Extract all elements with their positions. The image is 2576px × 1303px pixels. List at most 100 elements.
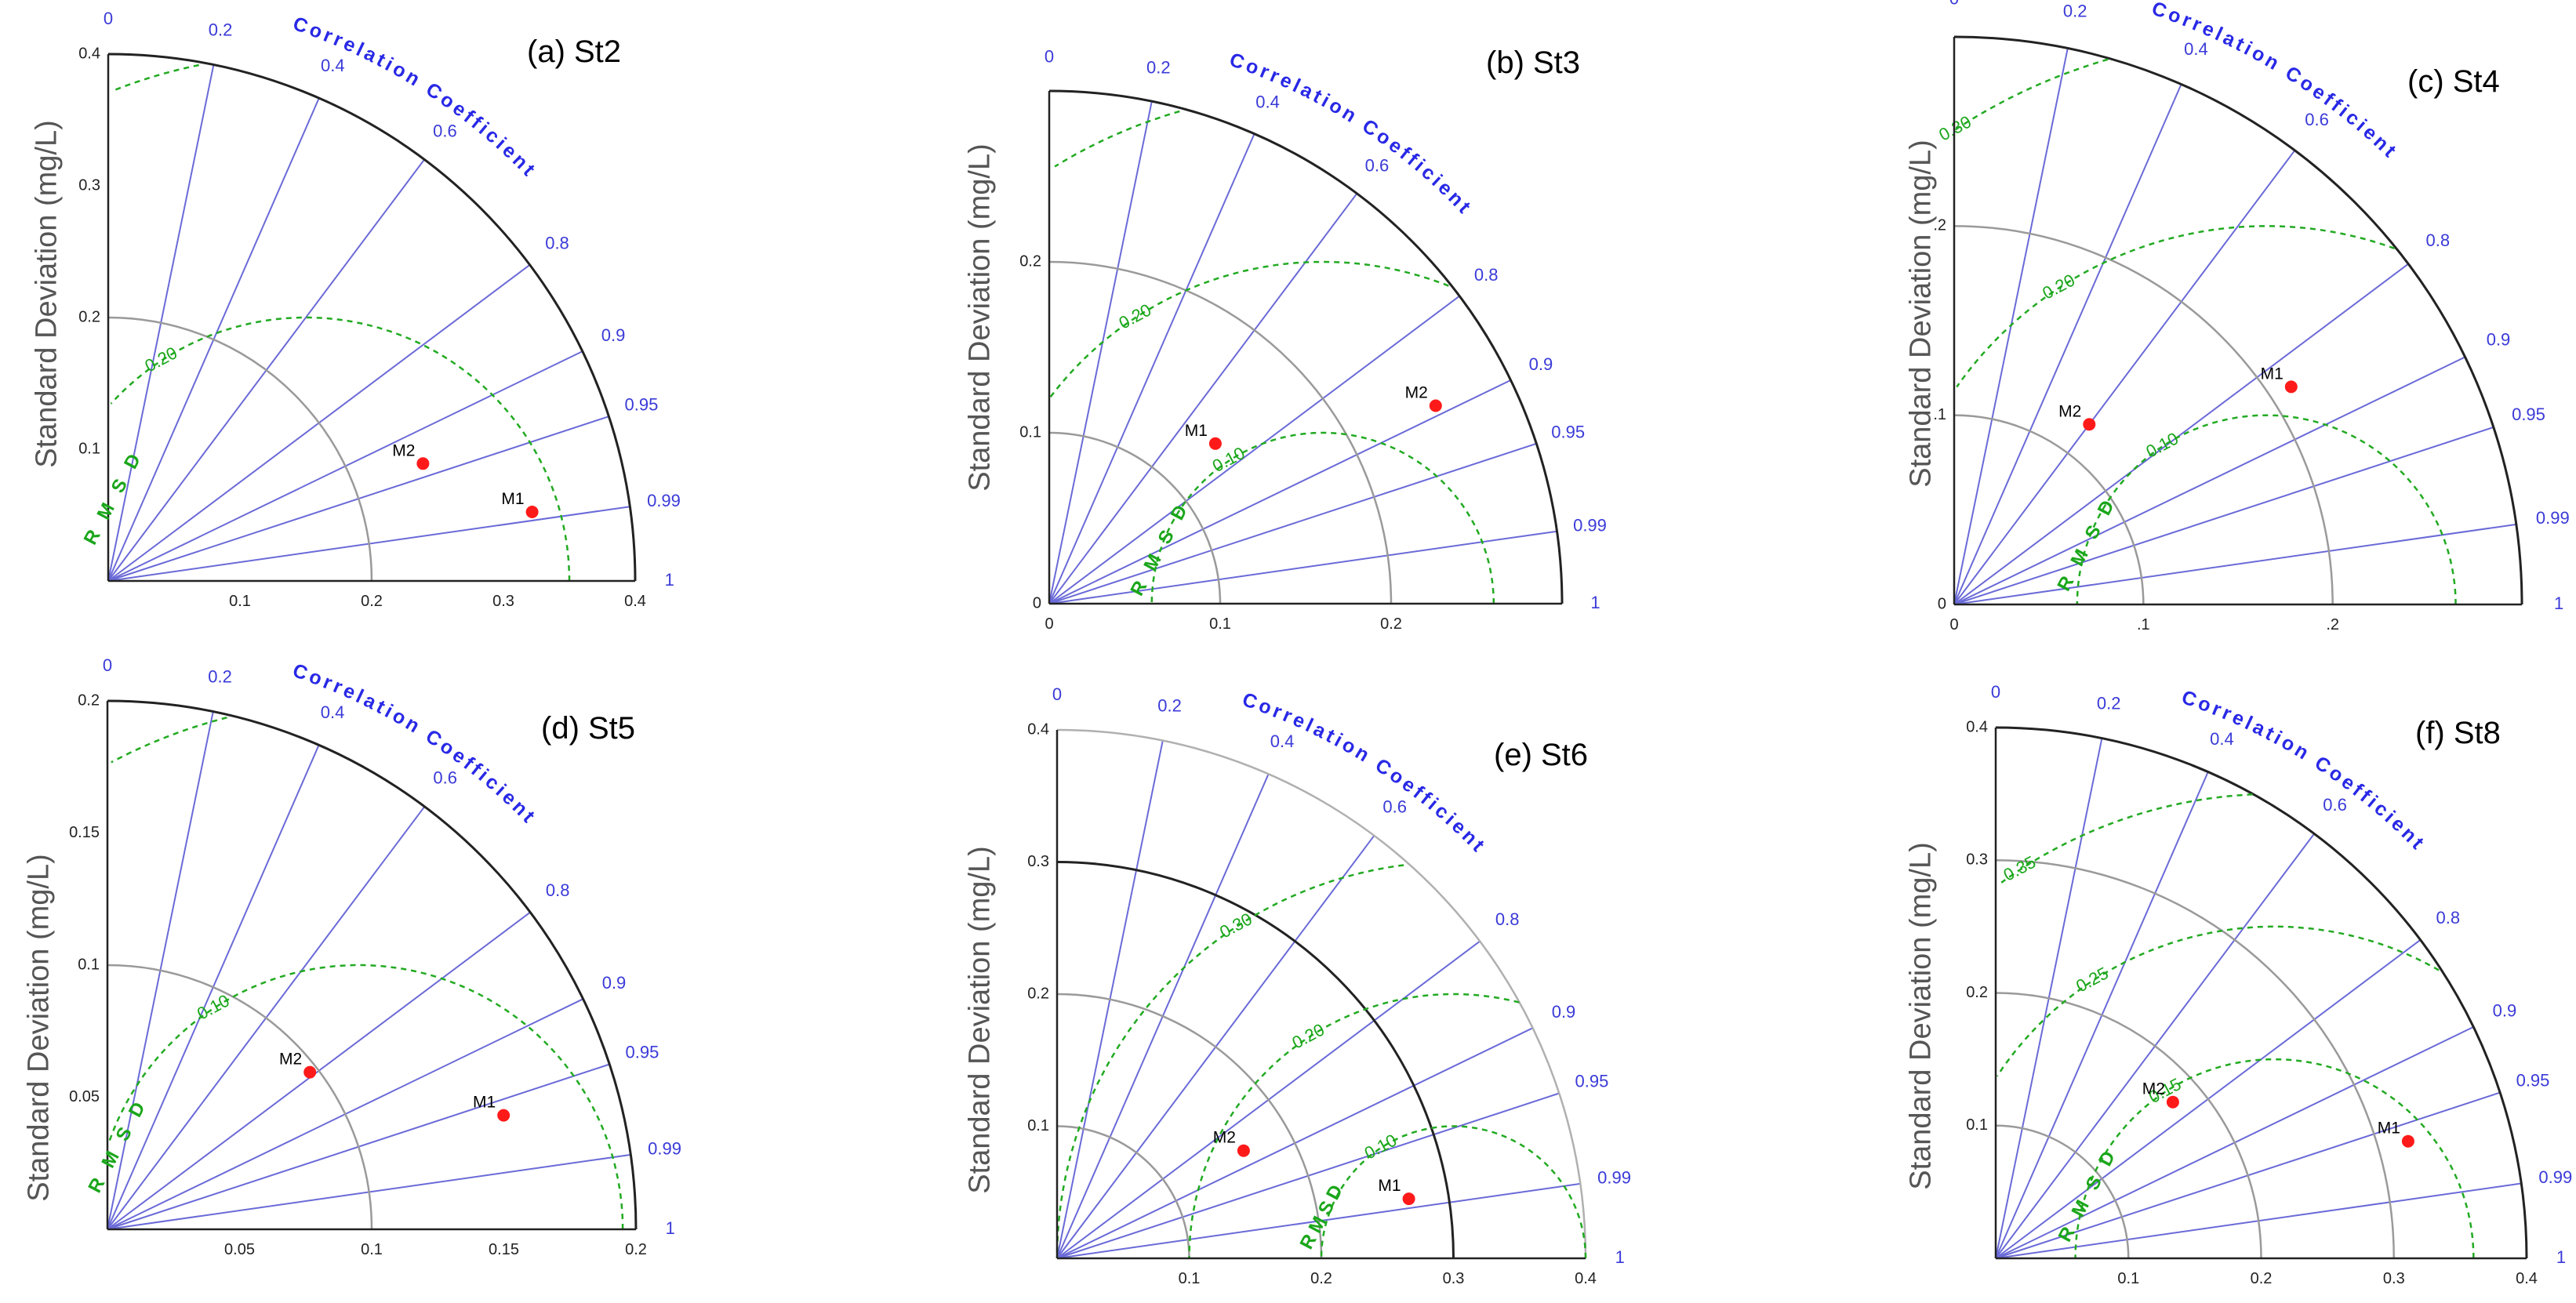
point-label: M2 (1213, 1129, 1236, 1147)
y-tick-label: 0.3 (78, 176, 100, 194)
rmsd-label: R M S D (80, 446, 147, 548)
rms-contour (2074, 1058, 2475, 1258)
y-tick-label: 0.4 (1027, 720, 1049, 738)
std-arc (107, 316, 373, 582)
correlation-tick-label: 0 (104, 9, 113, 28)
x-tick-label: 0.05 (224, 1241, 255, 1258)
panel-a: 0 0.2 0.4 0.6 0.8 0.9 0.95 0.99 1 0.20 0.1 0.1 0.2 0.… (0, 0, 859, 652)
taylor-plot: 00.20.40.60.80.90.950.9910.100.050.050.1… (69, 655, 681, 1258)
x-tick-label: 0.2 (625, 1241, 647, 1258)
correlation-ray (1953, 150, 2296, 605)
point-m1 (1402, 1192, 1415, 1206)
rms-contour (1996, 925, 2440, 1077)
rms-contour (1188, 993, 1520, 1258)
correlation-tick-label: 1 (665, 570, 674, 590)
rms-contour-label: 0.20 (1288, 1019, 1328, 1052)
std-arc (107, 964, 373, 1230)
correlation-tick-label: 0.8 (2436, 908, 2461, 927)
x-tick-label: 0.1 (2117, 1270, 2139, 1287)
std-arc (1048, 431, 1222, 604)
rms-contour-label: 0.20 (142, 343, 181, 376)
rms-contour-label: 0.20 (1116, 300, 1155, 333)
correlation-tick-label: 0.8 (1474, 265, 1499, 285)
correlation-coefficient-label: Correlation Coefficient (2149, 0, 2402, 164)
rms-contour (1054, 110, 1180, 168)
point-label: M1 (501, 490, 524, 508)
point-label: M2 (392, 441, 415, 459)
point-label: M2 (2142, 1080, 2165, 1098)
y-tick-label: .1 (1933, 406, 1946, 423)
correlation-tick-label: 0.9 (601, 325, 626, 345)
y-tick-label: 0.2 (78, 691, 100, 709)
correlation-tick-label: 0.8 (2426, 230, 2451, 250)
correlation-tick-label: 0.9 (1529, 354, 1553, 374)
correlation-ray (1048, 101, 1153, 604)
std-arc (1048, 260, 1393, 604)
point-m2 (2083, 418, 2096, 431)
panel-title: (d) St5 (541, 711, 636, 746)
y-tick-label: 0.1 (1027, 1117, 1049, 1134)
correlation-ray (1048, 295, 1460, 604)
point-label: M2 (279, 1051, 302, 1069)
point-m2 (416, 457, 430, 470)
x-tick-label: 0.2 (1380, 615, 1402, 633)
correlation-tick-label: 0.99 (648, 1139, 681, 1159)
point-label: M1 (473, 1094, 496, 1112)
point-label: M1 (2261, 365, 2284, 383)
std-arc (1056, 993, 1323, 1259)
correlation-tick-label: 0.99 (2536, 508, 2570, 528)
correlation-tick-label: 0 (1949, 0, 1959, 9)
x-tick-label: 0.1 (1209, 615, 1231, 633)
correlation-coefficient-text: Correlation Coefficient (290, 659, 538, 829)
x-tick-label: 0.3 (492, 593, 514, 610)
correlation-tick-label: 0.95 (624, 394, 658, 414)
correlation-tick-label: 0.6 (1365, 156, 1390, 176)
rms-contour (1320, 1125, 1587, 1258)
correlation-coefficient-text: Correlation Coefficient (290, 13, 538, 183)
correlation-ray (1048, 442, 1537, 604)
correlation-tick-label: 1 (1590, 593, 1600, 612)
y-axis-label: Standard Deviation (mg/L) (963, 846, 997, 1194)
correlation-tick-label: 0.4 (321, 56, 345, 75)
correlation-coefficient-label: Correlation Coefficient (1226, 49, 1477, 220)
y-axis-label: Standard Deviation (mg/L) (1904, 140, 1938, 488)
correlation-tick-label: 0.6 (2323, 795, 2347, 815)
y-tick-label: 0.2 (78, 308, 100, 325)
outer-arc (1995, 726, 2528, 1259)
x-tick-label: .2 (2326, 616, 2339, 633)
panel-title: (c) St4 (2407, 64, 2500, 99)
y-tick-label: 0.1 (78, 440, 100, 457)
y-axis-label: Standard Deviation (mg/L) (22, 854, 56, 1202)
rms-contour (1954, 58, 2109, 131)
rms-contour (1055, 864, 1404, 1259)
correlation-coefficient-label: Correlation Coefficient (1240, 688, 1491, 858)
correlation-tick-label: 0.8 (545, 233, 569, 252)
x-tick-label: 0.4 (624, 593, 646, 610)
correlation-tick-label: 0.6 (433, 768, 457, 788)
point-m2 (1237, 1144, 1250, 1157)
panel-f: 0 0.2 0.4 0.6 0.8 0.9 0.95 0.99 1 0.15 0.25 0.35 0.1… (1717, 652, 2576, 1303)
y-tick-label: 0 (1938, 595, 1946, 612)
correlation-tick-label: 0.9 (2487, 330, 2511, 350)
y-tick-label: 0.2 (1019, 252, 1041, 270)
correlation-tick-label: 0.2 (2063, 1, 2087, 20)
taylor-plot: 00.20.40.60.80.90.950.9910.100.20000.10.… (1019, 46, 1607, 633)
point-m1 (1208, 437, 1222, 450)
rms-contour (110, 316, 571, 581)
correlation-tick-label: 0.6 (433, 121, 457, 140)
x-tick-label: 0.15 (489, 1241, 519, 1258)
correlation-tick-label: 0 (1991, 682, 2000, 702)
outer-arc (107, 699, 638, 1230)
correlation-tick-label: 0.8 (1495, 909, 1520, 929)
x-tick-label: 0 (1949, 616, 1958, 633)
correlation-tick-label: 1 (2556, 1247, 2566, 1267)
x-tick-label: 0.2 (2251, 1270, 2273, 1287)
y-axis-label: Standard Deviation (mg/L) (1904, 842, 1938, 1190)
std-arc (1953, 225, 2334, 605)
rms-contour (2076, 414, 2457, 604)
y-tick-label: 0.3 (1027, 853, 1049, 870)
correlation-tick-label: 0.99 (647, 491, 681, 510)
panel-d: 0 0.2 0.4 0.6 0.8 0.9 0.95 0.99 1 0.10 0.05 0.05 0.1… (0, 652, 859, 1303)
correlation-tick-label: 0.9 (1552, 1002, 1576, 1022)
